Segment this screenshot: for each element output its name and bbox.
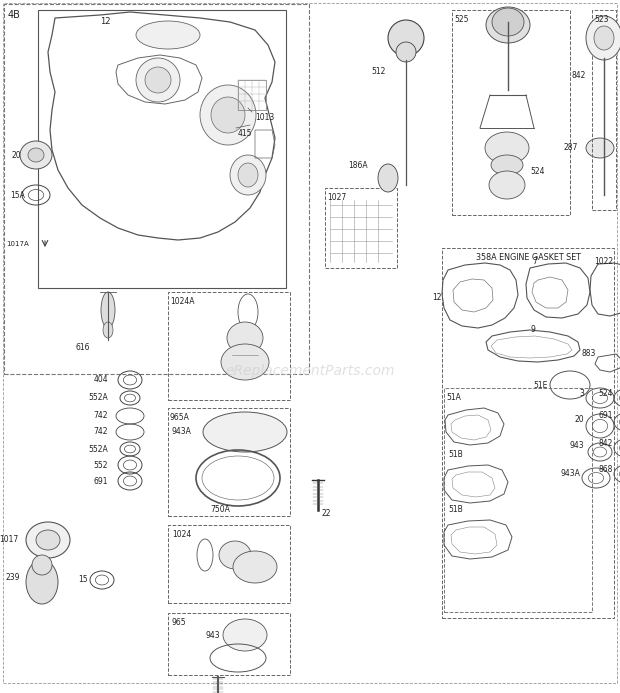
Ellipse shape	[136, 58, 180, 102]
Text: 523: 523	[594, 15, 608, 24]
Text: 525: 525	[454, 15, 469, 24]
Text: 1024A: 1024A	[170, 297, 195, 306]
Bar	[452, 10, 570, 215]
Bar	[238, 80, 266, 110]
Bar	[4, 4, 309, 374]
Ellipse shape	[26, 522, 70, 558]
Text: 868: 868	[599, 464, 613, 473]
Text: 12: 12	[100, 17, 110, 26]
Ellipse shape	[396, 42, 416, 62]
Ellipse shape	[230, 155, 266, 195]
Text: 358A ENGINE GASKET SET: 358A ENGINE GASKET SET	[476, 253, 580, 262]
Ellipse shape	[238, 163, 258, 187]
Text: 1024: 1024	[172, 530, 191, 539]
Text: 15: 15	[78, 575, 88, 584]
Text: 287: 287	[564, 143, 578, 152]
Ellipse shape	[594, 26, 614, 50]
Bar	[168, 408, 290, 516]
Text: 415: 415	[238, 128, 252, 137]
Text: 51A: 51A	[446, 393, 461, 402]
Ellipse shape	[103, 322, 113, 338]
Text: 1017A: 1017A	[6, 241, 29, 247]
Text: 750A: 750A	[210, 505, 230, 514]
Ellipse shape	[211, 97, 245, 133]
Ellipse shape	[491, 155, 523, 175]
Ellipse shape	[219, 541, 251, 569]
Ellipse shape	[26, 560, 58, 604]
Bar	[168, 613, 290, 675]
Ellipse shape	[492, 8, 524, 36]
Text: 186A: 186A	[348, 161, 368, 170]
Ellipse shape	[200, 85, 256, 145]
Text: 742: 742	[94, 412, 108, 421]
Ellipse shape	[489, 171, 525, 199]
Bar	[325, 188, 397, 268]
Text: 51B: 51B	[448, 505, 463, 514]
Ellipse shape	[136, 21, 200, 49]
Text: 616: 616	[76, 344, 90, 353]
Bar	[168, 525, 290, 603]
Text: 51E: 51E	[534, 380, 548, 389]
Ellipse shape	[101, 292, 115, 328]
Ellipse shape	[20, 141, 52, 169]
Text: 965: 965	[172, 618, 187, 627]
Text: 943: 943	[569, 441, 584, 450]
Text: 943A: 943A	[560, 469, 580, 478]
Ellipse shape	[388, 20, 424, 56]
Ellipse shape	[233, 551, 277, 583]
Ellipse shape	[586, 138, 614, 158]
Text: 1022: 1022	[595, 258, 614, 267]
Text: 12: 12	[433, 294, 442, 303]
Text: 742: 742	[94, 428, 108, 437]
Text: 524: 524	[530, 168, 544, 177]
Text: 9: 9	[531, 326, 536, 335]
Text: 20: 20	[574, 416, 584, 425]
Text: 943A: 943A	[172, 428, 192, 437]
Text: 20: 20	[12, 150, 22, 159]
Text: 943: 943	[205, 631, 220, 640]
Bar	[592, 10, 616, 210]
Ellipse shape	[486, 7, 530, 43]
Text: 1027: 1027	[327, 193, 346, 202]
Text: 7: 7	[533, 258, 538, 267]
Ellipse shape	[221, 344, 269, 380]
Text: 965A: 965A	[170, 413, 190, 422]
Ellipse shape	[378, 164, 398, 192]
Text: eReplacementParts.com: eReplacementParts.com	[225, 364, 395, 378]
Ellipse shape	[586, 16, 620, 60]
Text: 404: 404	[94, 376, 108, 385]
Text: 691: 691	[598, 412, 613, 421]
Text: 1017: 1017	[0, 536, 18, 545]
Text: 239: 239	[6, 574, 20, 583]
Text: 552: 552	[94, 461, 108, 469]
Text: 552A: 552A	[88, 394, 108, 403]
Bar	[168, 292, 290, 400]
Bar	[442, 248, 614, 618]
Ellipse shape	[32, 555, 52, 575]
Text: 1013: 1013	[255, 114, 274, 123]
Text: 691: 691	[94, 477, 108, 486]
Text: 22: 22	[322, 509, 332, 518]
Text: 842: 842	[572, 71, 586, 80]
Ellipse shape	[227, 322, 263, 354]
Text: 552A: 552A	[88, 444, 108, 453]
Text: 883: 883	[582, 349, 596, 358]
Text: 842: 842	[599, 439, 613, 448]
Ellipse shape	[145, 67, 171, 93]
Ellipse shape	[28, 148, 44, 162]
Text: 4B: 4B	[8, 10, 21, 20]
Text: 15A: 15A	[10, 191, 25, 200]
Text: 524: 524	[598, 389, 613, 398]
Text: 51B: 51B	[448, 450, 463, 459]
Text: 512: 512	[371, 67, 386, 76]
Ellipse shape	[485, 132, 529, 164]
Text: 3: 3	[579, 389, 584, 398]
Ellipse shape	[203, 412, 287, 452]
Ellipse shape	[36, 530, 60, 550]
Bar	[38, 10, 286, 288]
Ellipse shape	[223, 619, 267, 651]
Bar	[444, 388, 592, 612]
